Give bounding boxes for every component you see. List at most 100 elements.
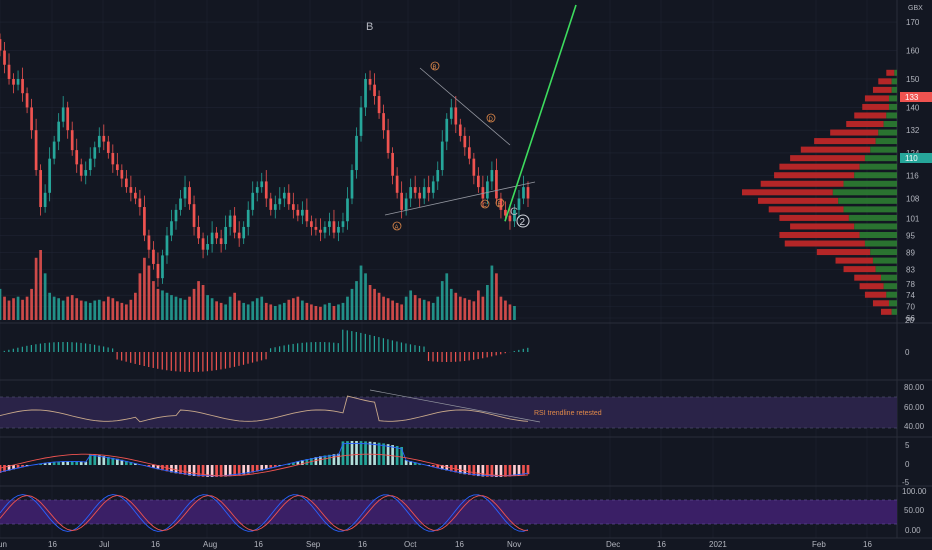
volume-bar-102 — [458, 296, 462, 320]
macd1-bar-69 — [310, 342, 312, 352]
candle-body-45 — [201, 238, 205, 250]
volume-bar-100 — [449, 288, 453, 320]
time-label-10: Nov — [507, 540, 521, 549]
candle-body-20 — [88, 158, 92, 171]
macd1-bar-98 — [441, 352, 443, 362]
macd1-bar-109 — [491, 352, 493, 357]
macd2-bar-71 — [319, 456, 322, 465]
macd2-bar-52 — [233, 465, 237, 476]
grid-lines — [0, 0, 897, 538]
stoch-k-line — [0, 494, 529, 532]
macd1-bar-66 — [297, 343, 299, 352]
macd1-bar-29 — [130, 352, 132, 363]
macd1-bar-60 — [269, 348, 272, 352]
macd1-bar-99 — [445, 352, 448, 362]
vp-up-1 — [891, 78, 897, 85]
vp-up-10 — [864, 155, 897, 162]
time-axis[interactable]: Jun 16 Jul 16 Aug 16 Sep 16 Oct 16 Nov Dec 16 2021 Feb… — [0, 540, 872, 549]
macd1-bar-79 — [355, 331, 357, 352]
vp-down-23 — [843, 266, 876, 273]
macd1-bar-1 — [3, 350, 5, 352]
volume-bar-99 — [445, 273, 449, 320]
price-tick-116: 116 — [906, 172, 919, 181]
candle-body-82 — [368, 78, 372, 85]
macd1-bar-36 — [161, 352, 163, 370]
macd2-bar-112 — [504, 465, 507, 477]
volume-bar-103 — [463, 298, 467, 320]
candle-body-71 — [319, 229, 322, 233]
volume-bar-39 — [174, 296, 178, 320]
vp-up-13 — [843, 180, 897, 187]
rsi-tick-40: 40.00 — [904, 422, 925, 431]
macd2-bar-65 — [291, 462, 295, 465]
candle-body-79 — [355, 135, 358, 171]
vp-down-26 — [864, 291, 887, 298]
vp-down-13 — [760, 180, 844, 187]
candle-body-29 — [129, 187, 133, 193]
candle-body-116 — [522, 187, 525, 199]
macd2-bar-1 — [3, 465, 6, 472]
macd2-bar-109 — [490, 465, 494, 477]
macd1-bar-106 — [477, 352, 479, 360]
candle-body-40 — [179, 198, 182, 210]
volume-bar-24 — [106, 296, 110, 320]
volume-bar-44 — [197, 281, 200, 320]
volume-bar-83 — [373, 288, 376, 320]
candle-body-104 — [467, 147, 471, 159]
macd1-bar-24 — [107, 347, 109, 352]
vp-down-28 — [880, 308, 892, 315]
candle-body-78 — [350, 170, 354, 199]
macd1-bar-104 — [468, 352, 470, 361]
candle-body-25 — [111, 152, 115, 165]
circle-c-marker — [480, 199, 490, 209]
candle-body-106 — [477, 175, 480, 188]
wave-2-label: 2 — [520, 217, 526, 228]
candle-body-57 — [255, 187, 259, 193]
macd2-bar-36 — [161, 465, 164, 471]
vp-down-27 — [872, 300, 889, 307]
volume-bar-85 — [382, 296, 385, 320]
macd1-bar-67 — [301, 342, 303, 352]
macd2-bar-50 — [224, 465, 227, 477]
macd2-bar-97 — [436, 465, 440, 469]
macd2-bar-76 — [341, 441, 345, 465]
candle-body-109 — [490, 170, 494, 182]
vp-up-6 — [883, 121, 897, 128]
vp-up-14 — [832, 189, 897, 196]
macd2-bar-64 — [287, 463, 291, 465]
candle-body-8 — [34, 130, 38, 171]
macd2-bar-6 — [25, 465, 29, 467]
macd-tick-0: 0 — [905, 460, 910, 469]
macd2-bar-103 — [463, 465, 467, 475]
macd2-bar-39 — [174, 465, 178, 474]
candle-body-2 — [7, 64, 11, 79]
macd2-bar-85 — [382, 443, 385, 465]
macd-signal-line — [0, 453, 529, 477]
vp-down-7 — [830, 129, 879, 136]
macd2-bar-54 — [242, 465, 246, 475]
macd2-bar-42 — [188, 465, 191, 476]
volume-bar-1 — [3, 296, 6, 320]
volume-bar-30 — [134, 292, 137, 320]
macd2-bar-20 — [88, 454, 92, 465]
vp-down-6 — [846, 121, 884, 128]
macd1-bar-35 — [157, 352, 159, 369]
macd1-bar-56 — [251, 352, 254, 363]
vp-down-17 — [779, 214, 849, 221]
macd2-bar-53 — [237, 465, 241, 475]
macd1-bar-26 — [116, 352, 118, 360]
macd1-bar-37 — [166, 352, 168, 371]
time-label-15: 16 — [863, 540, 872, 549]
candle-body-103 — [463, 135, 467, 148]
vp-up-11 — [859, 163, 897, 170]
vp-up-27 — [888, 300, 897, 307]
candle-body-70 — [314, 226, 318, 230]
level-price-label: 133 — [905, 93, 919, 102]
macd-tick-neg5: -5 — [902, 478, 910, 487]
macd2-bar-15 — [66, 461, 70, 465]
candle-body-72 — [323, 226, 327, 233]
volume-bar-6 — [25, 296, 29, 320]
vp-up-12 — [854, 172, 897, 179]
candle-body-67 — [301, 209, 304, 216]
